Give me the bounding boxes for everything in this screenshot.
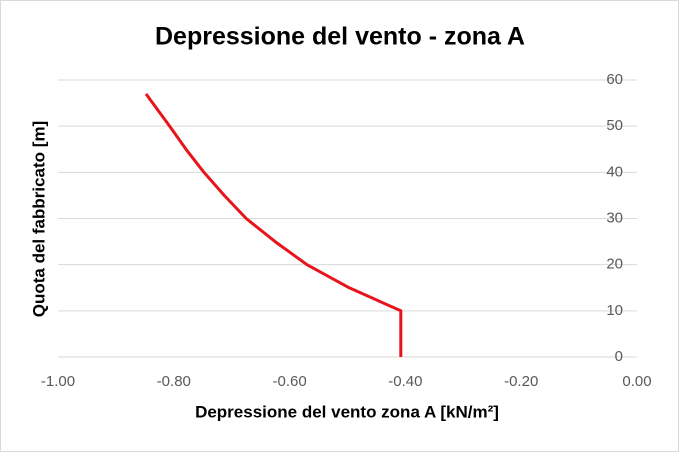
x-tick-label: -1.00 [41, 373, 75, 390]
y-tick-label: 20 [606, 256, 623, 273]
y-tick-label: 30 [606, 209, 623, 226]
x-tick-label: -0.20 [504, 373, 538, 390]
y-tick-label: 0 [615, 348, 623, 365]
y-tick-label: 60 [606, 71, 623, 88]
x-tick-label: -0.40 [388, 373, 422, 390]
y-tick-label: 40 [606, 163, 623, 180]
x-tick-label: -0.80 [157, 373, 191, 390]
x-axis-title: Depressione del vento zona A [kN/m²] [195, 402, 499, 421]
x-tick-label: -0.60 [272, 373, 306, 390]
chart-title: Depressione del vento - zona A [155, 23, 525, 51]
data-line [144, 93, 403, 357]
y-tick-label: 50 [606, 117, 623, 134]
y-tick-label: 10 [606, 302, 623, 319]
y-axis-title: Quota del fabbricato [m] [29, 121, 48, 317]
x-tick-label: 0.00 [622, 373, 651, 390]
